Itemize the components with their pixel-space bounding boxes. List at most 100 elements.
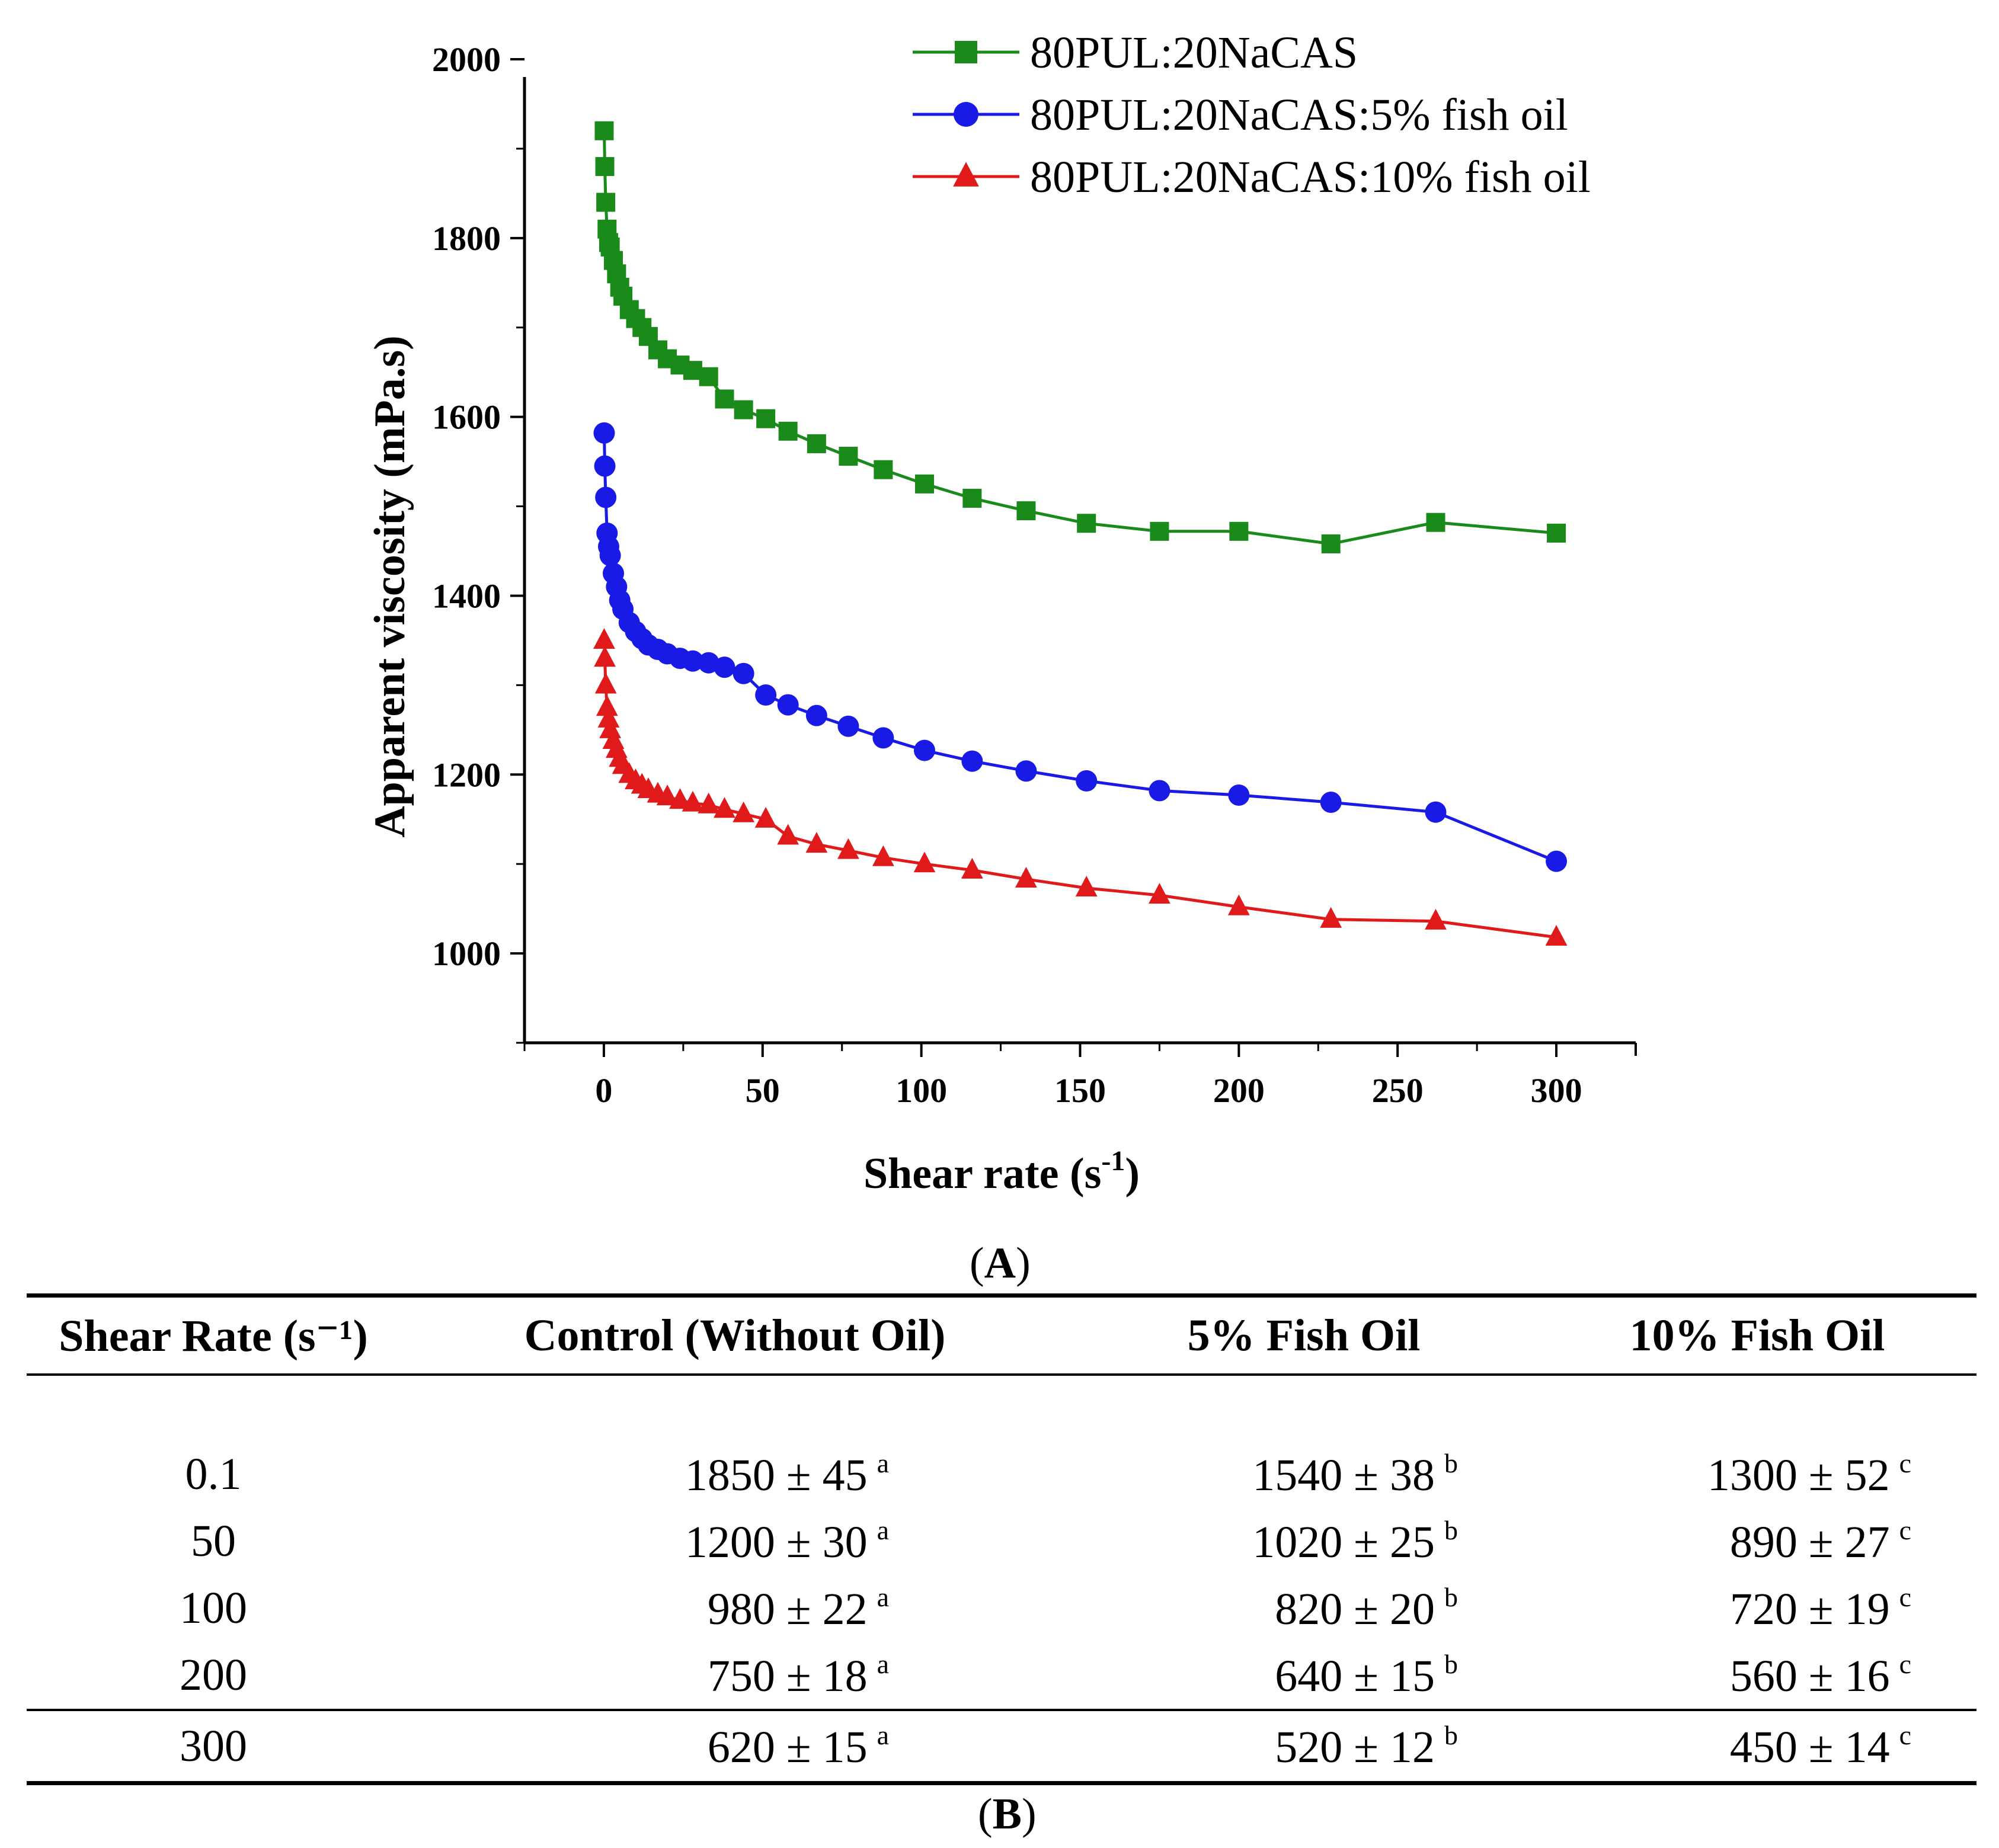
cell-mean-sd: 1300 ± 52	[1707, 1450, 1890, 1500]
significance-letter: a	[877, 1448, 889, 1478]
header-fish-oil-10: 10% Fish Oil	[1538, 1293, 1976, 1376]
legend-marker	[954, 102, 978, 127]
chart-axes: 0 50 100 150 200 250 300 1000 1200 1400 1600 1800 20…	[432, 40, 1637, 1110]
data-point	[1426, 513, 1445, 532]
cell-mean-sd: 620 ± 15	[707, 1722, 868, 1772]
cell-value: 1850 ± 45 a	[557, 1447, 889, 1501]
x-tick-label-0: 0	[595, 1071, 612, 1110]
data-point	[1075, 876, 1098, 897]
legend-item-2: 80PUL:20NaCAS:10% fish oil	[913, 152, 1591, 202]
data-point	[682, 650, 703, 672]
data-point	[594, 646, 616, 667]
data-point	[733, 662, 754, 684]
x-tick-label-250: 250	[1372, 1071, 1424, 1110]
cell-mean-sd: 720 ± 19	[1729, 1584, 1890, 1634]
cell-mean-sd: 640 ± 15	[1275, 1651, 1435, 1701]
cell-value: 1020 ± 25 b	[1150, 1514, 1458, 1568]
cell-fish10: 560 ± 16 c	[1538, 1642, 1976, 1710]
cell-mean-sd: 750 ± 18	[707, 1651, 868, 1701]
chart-series-layer	[593, 121, 1568, 946]
significance-letter: c	[1899, 1649, 1911, 1679]
y-tick-label-1800: 1800	[432, 219, 501, 258]
cell-mean-sd: 520 ± 12	[1275, 1722, 1435, 1772]
data-point	[961, 750, 983, 772]
data-point	[805, 704, 827, 726]
data-point	[683, 361, 702, 380]
panel-a-label: (A)	[970, 1239, 1031, 1287]
data-point	[1546, 850, 1568, 872]
cell-value: 820 ± 20 b	[1150, 1581, 1458, 1635]
data-point	[962, 488, 982, 508]
cell-value: 1540 ± 38 b	[1150, 1447, 1458, 1501]
cell-fish10: 1300 ± 52 c	[1538, 1441, 1976, 1508]
data-point	[961, 857, 983, 879]
legend-label-1: 80PUL:20NaCAS:5% fish oil	[1030, 90, 1568, 140]
data-point	[807, 434, 826, 453]
cell-mean-sd: 820 ± 20	[1275, 1584, 1435, 1634]
data-point	[1425, 801, 1447, 823]
table-row: 100 980 ± 22 a 820 ± 20 b 720 ± 19 c	[27, 1575, 1976, 1642]
x-tick-label-150: 150	[1054, 1071, 1106, 1110]
significance-letter: a	[877, 1649, 889, 1679]
data-point	[913, 851, 936, 873]
significance-letter: b	[1444, 1582, 1458, 1612]
viscosity-table: Shear Rate (s⁻¹) Control (Without Oil) 5…	[27, 1293, 1976, 1785]
significance-letter: b	[1444, 1515, 1458, 1545]
y-tick-label-1000: 1000	[432, 934, 501, 973]
data-point	[756, 409, 776, 428]
data-point	[593, 628, 615, 649]
series-2	[593, 628, 1568, 946]
data-point	[914, 739, 935, 761]
data-point	[669, 788, 691, 809]
data-point	[734, 400, 753, 419]
header-control: Control (Without Oil)	[400, 1293, 1070, 1376]
data-point	[594, 121, 614, 140]
cell-fish10: 450 ± 14 c	[1538, 1709, 1976, 1785]
cell-value: 1200 ± 30 a	[557, 1514, 889, 1568]
data-point	[1077, 514, 1096, 533]
cell-value: 1300 ± 52 c	[1603, 1447, 1911, 1501]
legend-item-0: 80PUL:20NaCAS	[913, 28, 1358, 78]
data-point	[1320, 907, 1342, 928]
legend-label-0: 80PUL:20NaCAS	[1030, 28, 1358, 78]
data-point	[1016, 501, 1036, 521]
table-row: 0.1 1850 ± 45 a 1540 ± 38 b 1300 ± 52 c	[27, 1441, 1976, 1508]
y-tick-label-1600: 1600	[432, 398, 501, 437]
cell-value: 450 ± 14 c	[1603, 1719, 1911, 1773]
data-point	[597, 706, 620, 728]
cell-mean-sd: 980 ± 22	[707, 1584, 868, 1634]
table-body: 0.1 1850 ± 45 a 1540 ± 38 b 1300 ± 52 c 50 1200 …	[27, 1375, 1976, 1785]
data-point	[872, 845, 894, 866]
cell-fish5: 820 ± 20 b	[1070, 1575, 1538, 1642]
significance-letter: c	[1899, 1448, 1911, 1478]
cell-control: 1850 ± 45 a	[400, 1441, 1070, 1508]
cell-mean-sd: 1200 ± 30	[685, 1517, 868, 1567]
cell-value: 620 ± 15 a	[557, 1719, 889, 1773]
significance-letter: a	[877, 1719, 889, 1750]
chart-legend: 80PUL:20NaCAS 80PUL:20NaCAS:5% fish oil 80…	[913, 28, 1591, 202]
x-tick-label-50: 50	[746, 1071, 780, 1110]
cell-fish5: 520 ± 12 b	[1070, 1709, 1538, 1785]
series-line-1	[603, 433, 1557, 863]
cell-rate: 200	[180, 1650, 247, 1700]
data-point	[1425, 908, 1447, 930]
y-axis-label: Apparent viscosity (mPa.s)	[366, 335, 414, 838]
x-tick-label-300: 300	[1531, 1071, 1582, 1110]
data-point	[777, 824, 799, 845]
data-point	[656, 784, 679, 806]
data-point	[1320, 792, 1342, 813]
data-point	[874, 460, 893, 479]
data-point	[1545, 925, 1568, 946]
data-point	[594, 455, 616, 477]
y-tick-label-1400: 1400	[432, 577, 501, 615]
cell-mean-sd: 1540 ± 38	[1252, 1450, 1435, 1500]
cell-mean-sd: 1020 ± 25	[1252, 1517, 1435, 1567]
cell-rate: 50	[191, 1516, 236, 1566]
x-tick-label-200: 200	[1213, 1071, 1265, 1110]
y-tick-label-2000: 2000	[432, 40, 501, 79]
cell-fish5: 640 ± 15 b	[1070, 1642, 1538, 1710]
cell-control: 980 ± 22 a	[400, 1575, 1070, 1642]
series-0	[594, 121, 1566, 553]
cell-rate: 300	[27, 1709, 400, 1785]
cell-value: 980 ± 22 a	[557, 1581, 889, 1635]
